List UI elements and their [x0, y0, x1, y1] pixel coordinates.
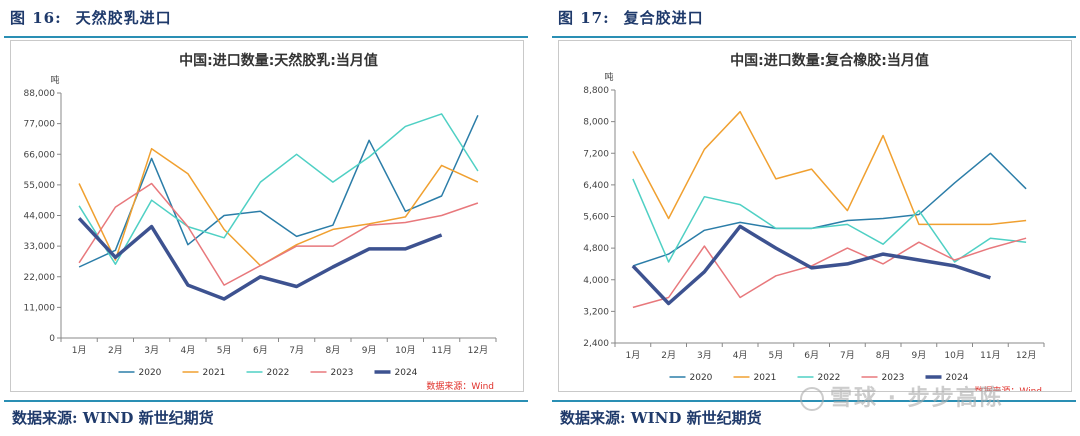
x-tick-label: 4月	[181, 345, 196, 356]
series-line-2023	[78, 182, 479, 286]
x-tick-label: 7月	[840, 350, 855, 361]
legend-label: 2023	[331, 368, 354, 378]
x-tick-label: 8月	[326, 345, 341, 356]
series-line-2024	[631, 224, 991, 306]
x-tick-label: 12月	[1016, 350, 1036, 361]
y-tick-label: 0	[49, 334, 55, 344]
legend-label: 2024	[395, 368, 418, 378]
y-tick-label: 66,000	[24, 150, 56, 160]
x-tick-label: 7月	[289, 345, 304, 356]
y-tick-label: 7,200	[583, 149, 609, 159]
x-tick-label: 2月	[661, 350, 676, 361]
y-tick-label: 5,600	[583, 213, 609, 223]
legend-label: 2020	[690, 373, 713, 383]
x-tick-label: 5月	[769, 350, 784, 361]
x-tick-label: 6月	[253, 345, 268, 356]
y-tick-label: 6,400	[583, 181, 609, 191]
y-tick-label: 77,000	[24, 120, 56, 130]
y-tick-label: 88,000	[24, 89, 56, 99]
y-tick-label: 4,000	[583, 276, 609, 286]
y-tick-label: 22,000	[24, 273, 56, 283]
figure-number: 图 16:	[10, 9, 62, 27]
y-tick-label: 11,000	[24, 303, 56, 313]
legend-label: 2022	[267, 368, 290, 378]
x-tick-label: 3月	[697, 350, 712, 361]
y-tick-label: 2,400	[583, 339, 609, 349]
x-tick-label: 3月	[144, 345, 159, 356]
figure-title: 图 17: 复合胶进口	[558, 7, 704, 28]
x-tick-label: 1月	[72, 345, 87, 356]
legend-label: 2021	[754, 373, 777, 383]
x-tick-label: 8月	[876, 350, 891, 361]
title-rule	[4, 36, 528, 38]
source-note: 数据来源：Wind	[974, 385, 1042, 391]
footer-rule	[4, 400, 528, 402]
series-line-2020	[632, 152, 1027, 267]
x-tick-label: 6月	[804, 350, 819, 361]
legend-label: 2023	[882, 373, 905, 383]
y-tick-label: 8,800	[583, 86, 609, 96]
series-line-2022	[78, 113, 479, 265]
legend-label: 2024	[946, 373, 969, 383]
figure-number: 图 17:	[558, 9, 610, 27]
x-tick-label: 11月	[980, 350, 1000, 361]
series-line-2023	[632, 237, 1027, 309]
chart-title: 中国:进口数量:天然胶乳:当月值	[179, 52, 378, 69]
figure-title: 图 16: 天然胶乳进口	[10, 7, 172, 28]
y-tick-label: 44,000	[24, 212, 56, 222]
y-tick-label: 33,000	[24, 242, 56, 252]
y-axis-unit: 吨	[50, 74, 59, 86]
x-tick-label: 10月	[395, 345, 415, 356]
x-tick-label: 4月	[733, 350, 748, 361]
legend-label: 2020	[139, 368, 162, 378]
y-tick-label: 8,000	[583, 118, 609, 128]
figure-panel-16: 图 16: 天然胶乳进口 中国:进口数量:天然胶乳:当月值吨 0 11,000 22,0…	[0, 0, 532, 436]
x-tick-label: 11月	[431, 345, 451, 356]
y-tick-label: 55,000	[24, 181, 56, 191]
title-rule	[552, 36, 1076, 38]
snowball-logo-icon	[800, 387, 824, 411]
x-tick-label: 1月	[626, 350, 641, 361]
series-line-2021	[632, 110, 1027, 226]
watermark: 雪球 · 步步高陈	[800, 380, 1004, 412]
figure-panel-17: 图 17: 复合胶进口 中国:进口数量:复合橡胶:当月值吨 2,400 3,200 4,…	[548, 0, 1080, 436]
y-axis-unit: 吨	[604, 71, 613, 83]
figure-caption: 天然胶乳进口	[75, 9, 172, 27]
watermark-text: 雪球 · 步步高陈	[830, 386, 1004, 411]
x-tick-label: 5月	[217, 345, 232, 356]
chart-container: 中国:进口数量:天然胶乳:当月值吨 0 11,000 22,000 33,000 44,0…	[10, 40, 524, 392]
legend-label: 2022	[818, 373, 841, 383]
x-tick-label: 9月	[912, 350, 927, 361]
y-tick-label: 3,200	[583, 307, 609, 317]
x-tick-label: 10月	[944, 350, 964, 361]
x-tick-label: 12月	[468, 345, 488, 356]
chart-title: 中国:进口数量:复合橡胶:当月值	[730, 52, 929, 69]
legend-label: 2021	[203, 368, 226, 378]
series-line-2024	[77, 217, 443, 301]
source-note: 数据来源：Wind	[426, 380, 494, 391]
series-line-2021	[78, 147, 479, 267]
x-tick-label: 9月	[362, 345, 377, 356]
x-tick-label: 2月	[108, 345, 123, 356]
y-tick-label: 4,800	[583, 244, 609, 254]
series-line-2022	[632, 178, 1027, 263]
source-footer: 数据来源: WIND 新世纪期货	[560, 409, 762, 427]
figure-caption: 复合胶进口	[623, 9, 704, 27]
source-footer: 数据来源: WIND 新世纪期货	[12, 409, 214, 427]
chart-container: 中国:进口数量:复合橡胶:当月值吨 2,400 3,200 4,000 4,800 5,6…	[558, 40, 1072, 392]
